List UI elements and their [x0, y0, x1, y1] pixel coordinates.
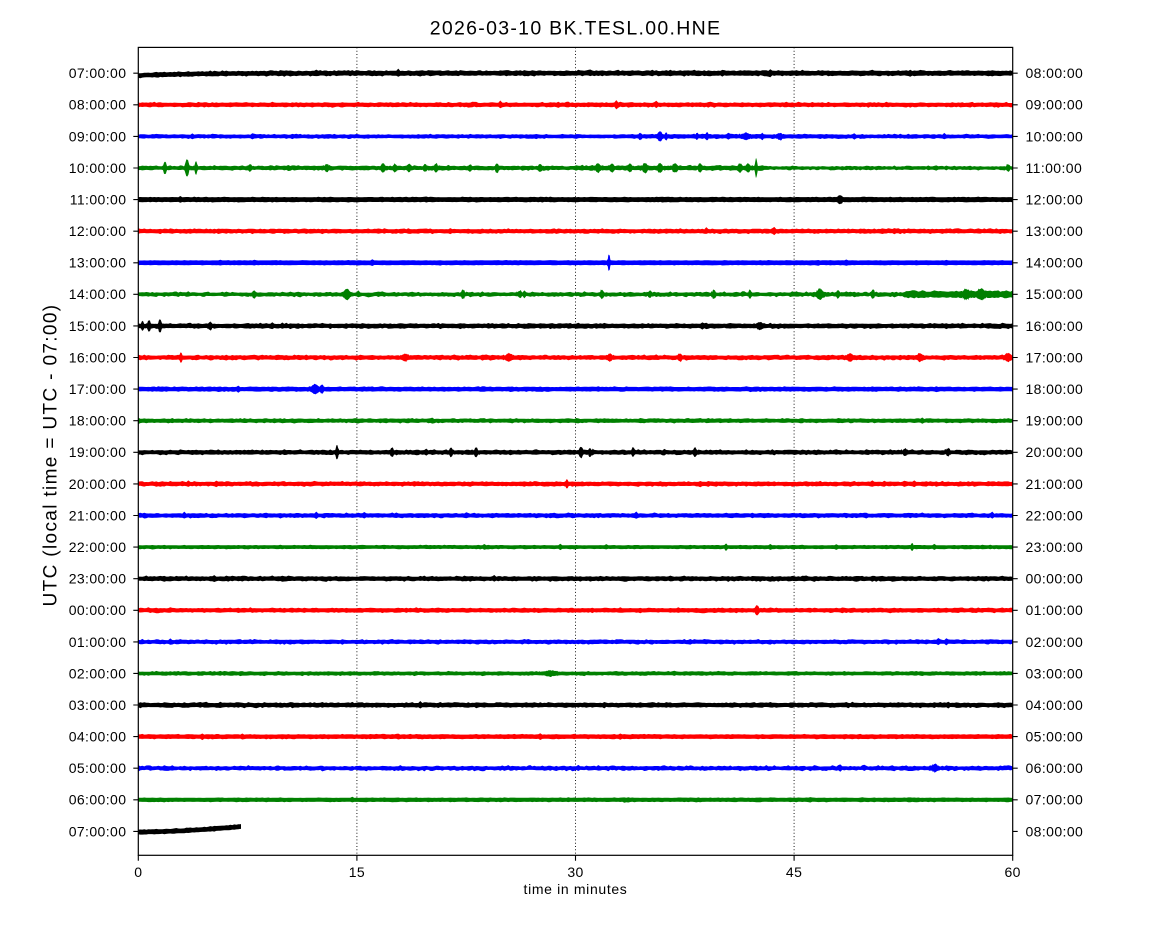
svg-text:20:00:00: 20:00:00	[69, 476, 127, 492]
svg-text:09:00:00: 09:00:00	[69, 128, 127, 144]
svg-text:18:00:00: 18:00:00	[69, 413, 127, 429]
svg-text:12:00:00: 12:00:00	[69, 223, 127, 239]
svg-text:08:00:00: 08:00:00	[1026, 823, 1084, 839]
svg-text:00:00:00: 00:00:00	[69, 602, 127, 618]
svg-text:06:00:00: 06:00:00	[1026, 760, 1084, 776]
svg-text:UTC (local time = UTC - 07:00): UTC (local time = UTC - 07:00)	[41, 304, 62, 607]
svg-text:07:00:00: 07:00:00	[1026, 792, 1084, 808]
svg-text:21:00:00: 21:00:00	[1026, 476, 1084, 492]
svg-text:19:00:00: 19:00:00	[69, 444, 127, 460]
svg-text:11:00:00: 11:00:00	[1026, 160, 1083, 176]
svg-text:11:00:00: 11:00:00	[70, 192, 127, 208]
svg-text:17:00:00: 17:00:00	[69, 381, 127, 397]
svg-text:07:00:00: 07:00:00	[69, 823, 127, 839]
svg-text:04:00:00: 04:00:00	[69, 729, 127, 745]
svg-text:15:00:00: 15:00:00	[69, 318, 127, 334]
svg-text:12:00:00: 12:00:00	[1026, 192, 1084, 208]
svg-text:13:00:00: 13:00:00	[1026, 223, 1084, 239]
svg-text:30: 30	[567, 864, 583, 880]
svg-text:16:00:00: 16:00:00	[69, 349, 127, 365]
svg-text:01:00:00: 01:00:00	[69, 634, 127, 650]
svg-text:00:00:00: 00:00:00	[1026, 571, 1084, 587]
svg-text:22:00:00: 22:00:00	[1026, 507, 1084, 523]
svg-text:20:00:00: 20:00:00	[1026, 444, 1084, 460]
svg-text:18:00:00: 18:00:00	[1026, 381, 1084, 397]
svg-text:21:00:00: 21:00:00	[69, 507, 127, 523]
svg-text:14:00:00: 14:00:00	[69, 286, 127, 302]
svg-text:03:00:00: 03:00:00	[69, 697, 127, 713]
svg-text:19:00:00: 19:00:00	[1026, 413, 1084, 429]
svg-text:14:00:00: 14:00:00	[1026, 255, 1084, 271]
svg-text:15: 15	[349, 864, 365, 880]
svg-text:10:00:00: 10:00:00	[69, 160, 127, 176]
svg-text:08:00:00: 08:00:00	[1026, 65, 1084, 81]
svg-text:10:00:00: 10:00:00	[1026, 128, 1084, 144]
svg-text:17:00:00: 17:00:00	[1026, 349, 1084, 365]
svg-text:23:00:00: 23:00:00	[69, 571, 127, 587]
svg-text:16:00:00: 16:00:00	[1026, 318, 1084, 334]
svg-text:0: 0	[134, 864, 142, 880]
svg-text:02:00:00: 02:00:00	[69, 665, 127, 681]
svg-text:01:00:00: 01:00:00	[1026, 602, 1084, 618]
svg-text:09:00:00: 09:00:00	[1026, 97, 1084, 113]
svg-text:06:00:00: 06:00:00	[69, 792, 127, 808]
svg-text:23:00:00: 23:00:00	[1026, 539, 1084, 555]
svg-text:04:00:00: 04:00:00	[1026, 697, 1084, 713]
svg-text:45: 45	[786, 864, 802, 880]
svg-text:02:00:00: 02:00:00	[1026, 634, 1084, 650]
svg-text:13:00:00: 13:00:00	[69, 255, 127, 271]
svg-text:15:00:00: 15:00:00	[1026, 286, 1084, 302]
svg-text:05:00:00: 05:00:00	[1026, 729, 1084, 745]
svg-text:07:00:00: 07:00:00	[69, 65, 127, 81]
svg-text:22:00:00: 22:00:00	[69, 539, 127, 555]
svg-text:time in minutes: time in minutes	[524, 881, 628, 897]
svg-text:60: 60	[1005, 864, 1021, 880]
svg-text:08:00:00: 08:00:00	[69, 97, 127, 113]
svg-text:03:00:00: 03:00:00	[1026, 665, 1084, 681]
svg-text:2026-03-10 BK.TESL.00.HNE: 2026-03-10 BK.TESL.00.HNE	[430, 18, 722, 40]
svg-text:05:00:00: 05:00:00	[69, 760, 127, 776]
